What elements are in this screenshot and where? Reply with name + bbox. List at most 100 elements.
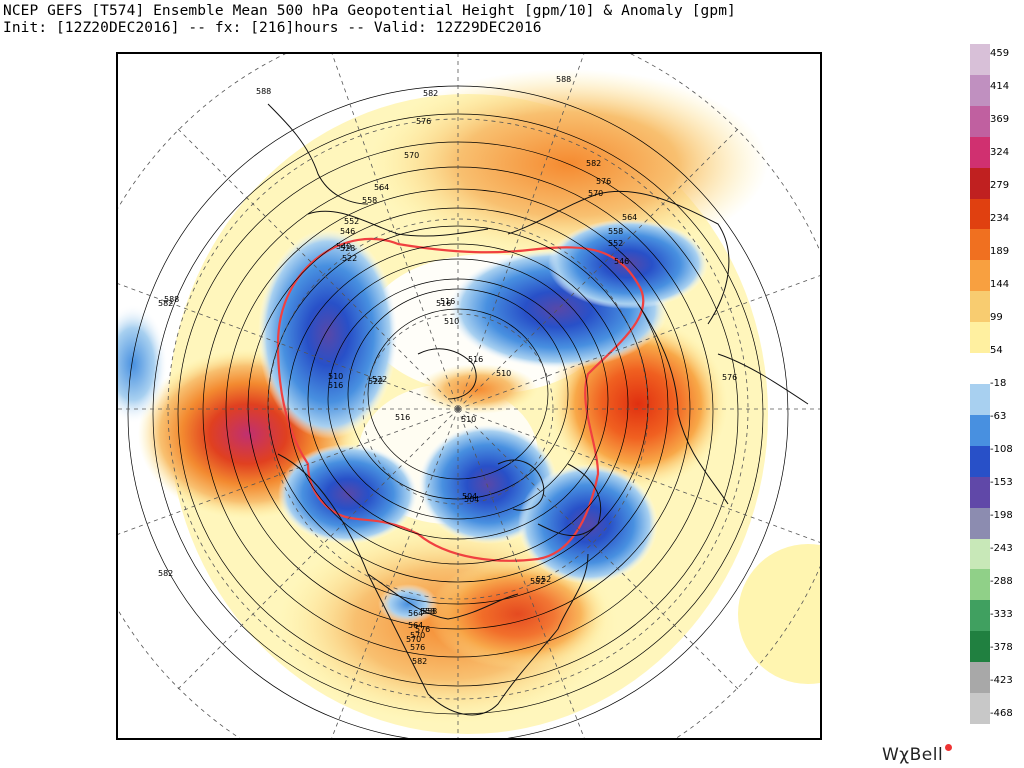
polar-map: 588 582 576 570 564 558 552 546 540 528 … <box>118 54 820 738</box>
contour-label: 582 <box>412 657 427 666</box>
colorbar-label: 369 <box>990 114 1010 125</box>
contour-label: 570 <box>588 189 603 198</box>
contour-label: 576 <box>416 117 431 126</box>
colorbar-segment <box>970 105 990 138</box>
contour-label: 576 <box>596 177 611 186</box>
colorbar-label: -108 <box>990 444 1013 455</box>
contour-label: 588 <box>256 87 271 96</box>
colorbar-label: -423 <box>990 675 1013 686</box>
colorbar-label: -18 <box>990 378 1007 389</box>
colorbar-label: -198 <box>990 510 1013 521</box>
contour-label: 582 <box>158 569 173 578</box>
colorbar-label: -153 <box>990 477 1013 488</box>
contour-label: 570 <box>404 151 419 160</box>
colorbar-label: 279 <box>990 180 1010 191</box>
colorbar-label: 144 <box>990 279 1010 290</box>
contour-label: 546 <box>614 257 629 266</box>
contour-label: 576 <box>722 373 737 382</box>
colorbar-segment <box>970 44 990 76</box>
contour-label: 558 <box>420 607 435 616</box>
contour-label: 528 <box>340 244 355 253</box>
colorbar-label: 54 <box>990 345 1003 356</box>
contour-label: 504 <box>462 492 477 501</box>
wxbell-logo: WχBell <box>882 744 953 765</box>
contour-label: 510 <box>328 372 343 381</box>
colorbar-segment <box>970 167 990 200</box>
contour-label: 582 <box>586 159 601 168</box>
contour-label: 540 <box>336 242 351 251</box>
colorbar-segment <box>970 476 990 509</box>
contour-label: 564 <box>408 609 423 618</box>
coastlines <box>267 103 809 716</box>
contour-label: 516 <box>440 297 455 306</box>
contour-label: 510 <box>461 415 476 424</box>
contour-label: 552 <box>608 239 623 248</box>
colorbar-segment <box>970 322 990 354</box>
contour-label: 582 <box>423 89 438 98</box>
contour-label: 516 <box>436 299 451 308</box>
contour-label: 564 <box>622 213 637 222</box>
contour-label: 558 <box>608 227 623 236</box>
map-panel: 588 582 576 570 564 558 552 546 540 528 … <box>116 52 822 740</box>
contour-label: 588 <box>556 75 571 84</box>
colorbar-segment <box>970 229 990 261</box>
contour-label: 582 <box>158 299 173 308</box>
logo-dot-icon <box>945 744 953 751</box>
graticule <box>118 54 820 738</box>
colorbar-label: 414 <box>990 81 1010 92</box>
contour-label: 516 <box>395 413 410 422</box>
contour-label: 522 <box>368 377 383 386</box>
colorbar-segment <box>970 538 990 570</box>
contour-label: 546 <box>340 227 355 236</box>
colorbar-segment <box>970 631 990 663</box>
colorbar-label: 324 <box>990 147 1010 158</box>
colorbar-segment <box>970 414 990 447</box>
colorbar-segment <box>970 136 990 169</box>
chart-title: NCEP GEFS [T574] Ensemble Mean 500 hPa G… <box>3 3 736 19</box>
colorbar-label: -468 <box>990 708 1013 719</box>
chart-subtitle: Init: [12Z20DEC2016] -- fx: [216]hours -… <box>3 20 542 36</box>
contour-label: 564 <box>408 621 423 630</box>
colorbar <box>970 44 990 725</box>
colorbar-segment <box>970 445 990 478</box>
colorbar-segment <box>970 353 990 385</box>
colorbar-label: -63 <box>990 411 1007 422</box>
title-block: NCEP GEFS [T574] Ensemble Mean 500 hPa G… <box>3 3 923 37</box>
colorbar-segment <box>970 507 990 540</box>
contour-label: 576 <box>410 643 425 652</box>
contour-label: 552 <box>530 577 545 586</box>
colorbar-segment <box>970 260 990 292</box>
colorbar-label: 99 <box>990 312 1003 323</box>
contour-label: 564 <box>374 183 389 192</box>
colorbar-label: 234 <box>990 213 1010 224</box>
colorbar-segment <box>970 198 990 230</box>
contour-label: 576 <box>415 625 430 634</box>
anomaly-warm <box>138 319 728 669</box>
contour-label: 570 <box>410 631 425 640</box>
contour-label: 552 <box>344 217 359 226</box>
colorbar-segment <box>970 569 990 601</box>
colorbar-segment <box>970 693 990 725</box>
colorbar-segment <box>970 291 990 323</box>
colorbar-label: -288 <box>990 576 1013 587</box>
brand-text: WχBell <box>882 745 944 765</box>
contour-label: 588 <box>164 295 179 304</box>
contour-label: 522 <box>342 254 357 263</box>
colorbar-label: -243 <box>990 543 1013 554</box>
colorbar-label: -333 <box>990 609 1013 620</box>
contour-label: 516 <box>328 381 343 390</box>
contour-label: 558 <box>362 196 377 205</box>
colorbar-segment <box>970 384 990 416</box>
contour-label: 510 <box>444 317 459 326</box>
contour-label: 504 <box>464 495 479 504</box>
contour-label: 552 <box>536 575 551 584</box>
colorbar-segment <box>970 600 990 632</box>
colorbar-label: 459 <box>990 48 1010 59</box>
contour-label: 558 <box>422 607 437 616</box>
colorbar-label: -378 <box>990 642 1013 653</box>
contour-labels: 588 582 576 570 564 558 552 546 540 528 … <box>158 75 737 666</box>
contour-label: 516 <box>468 355 483 364</box>
contour-label: 522 <box>372 375 387 384</box>
colorbar-label: 189 <box>990 246 1010 257</box>
colorbar-segment <box>970 74 990 107</box>
